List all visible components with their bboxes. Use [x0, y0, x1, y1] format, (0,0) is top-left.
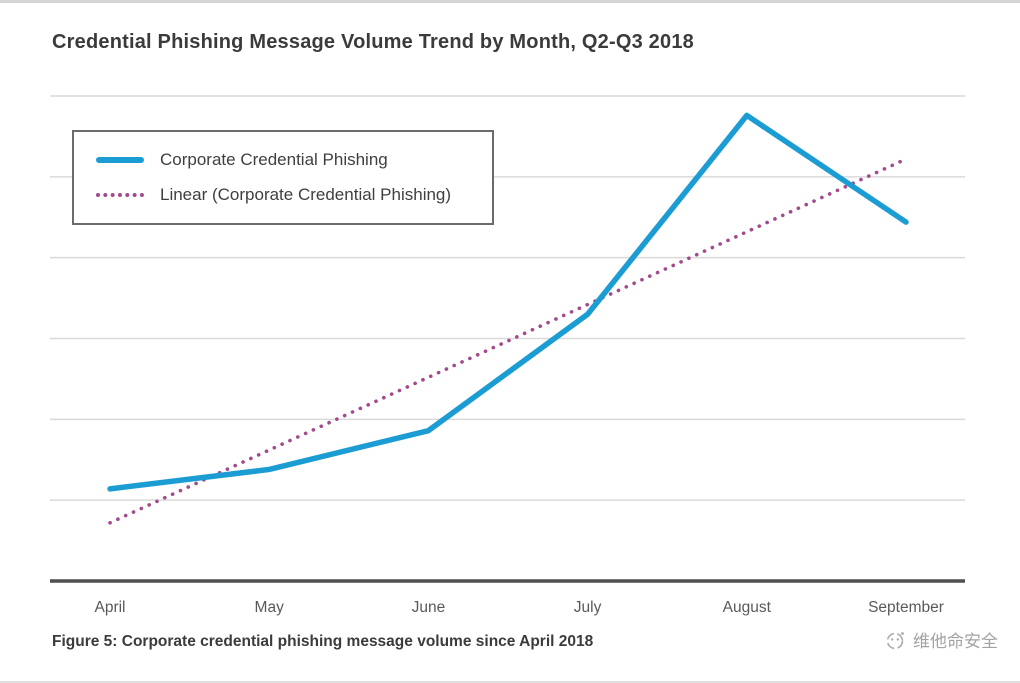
x-axis-label: July: [574, 599, 602, 616]
line-chart-canvas: April May June July August September: [50, 95, 965, 616]
dotted-line-swatch: [96, 193, 144, 197]
solid-line-swatch: [96, 157, 144, 163]
x-axis-label: May: [255, 599, 285, 616]
legend-label: Corporate Credential Phishing: [160, 150, 388, 169]
x-axis-label: June: [412, 599, 446, 616]
figure-caption: Figure 5: Corporate credential phishing …: [52, 633, 594, 650]
chart-legend: Corporate Credential Phishing Linear (Co…: [72, 130, 494, 225]
legend-label: Linear (Corporate Credential Phishing): [160, 185, 452, 204]
x-axis-label: August: [723, 599, 772, 616]
chart-title: Credential Phishing Message Volume Trend…: [52, 31, 694, 53]
legend-item-linear-trend: Linear (Corporate Credential Phishing): [96, 185, 470, 205]
legend-item-corporate-credential-phishing: Corporate Credential Phishing: [96, 150, 470, 170]
watermark-text: 维他命安全: [913, 632, 998, 651]
watermark: 维他命安全: [884, 627, 998, 652]
x-axis-label: September: [868, 599, 944, 616]
x-axis-label: April: [94, 599, 125, 616]
wechat-logo-icon: [886, 631, 904, 649]
